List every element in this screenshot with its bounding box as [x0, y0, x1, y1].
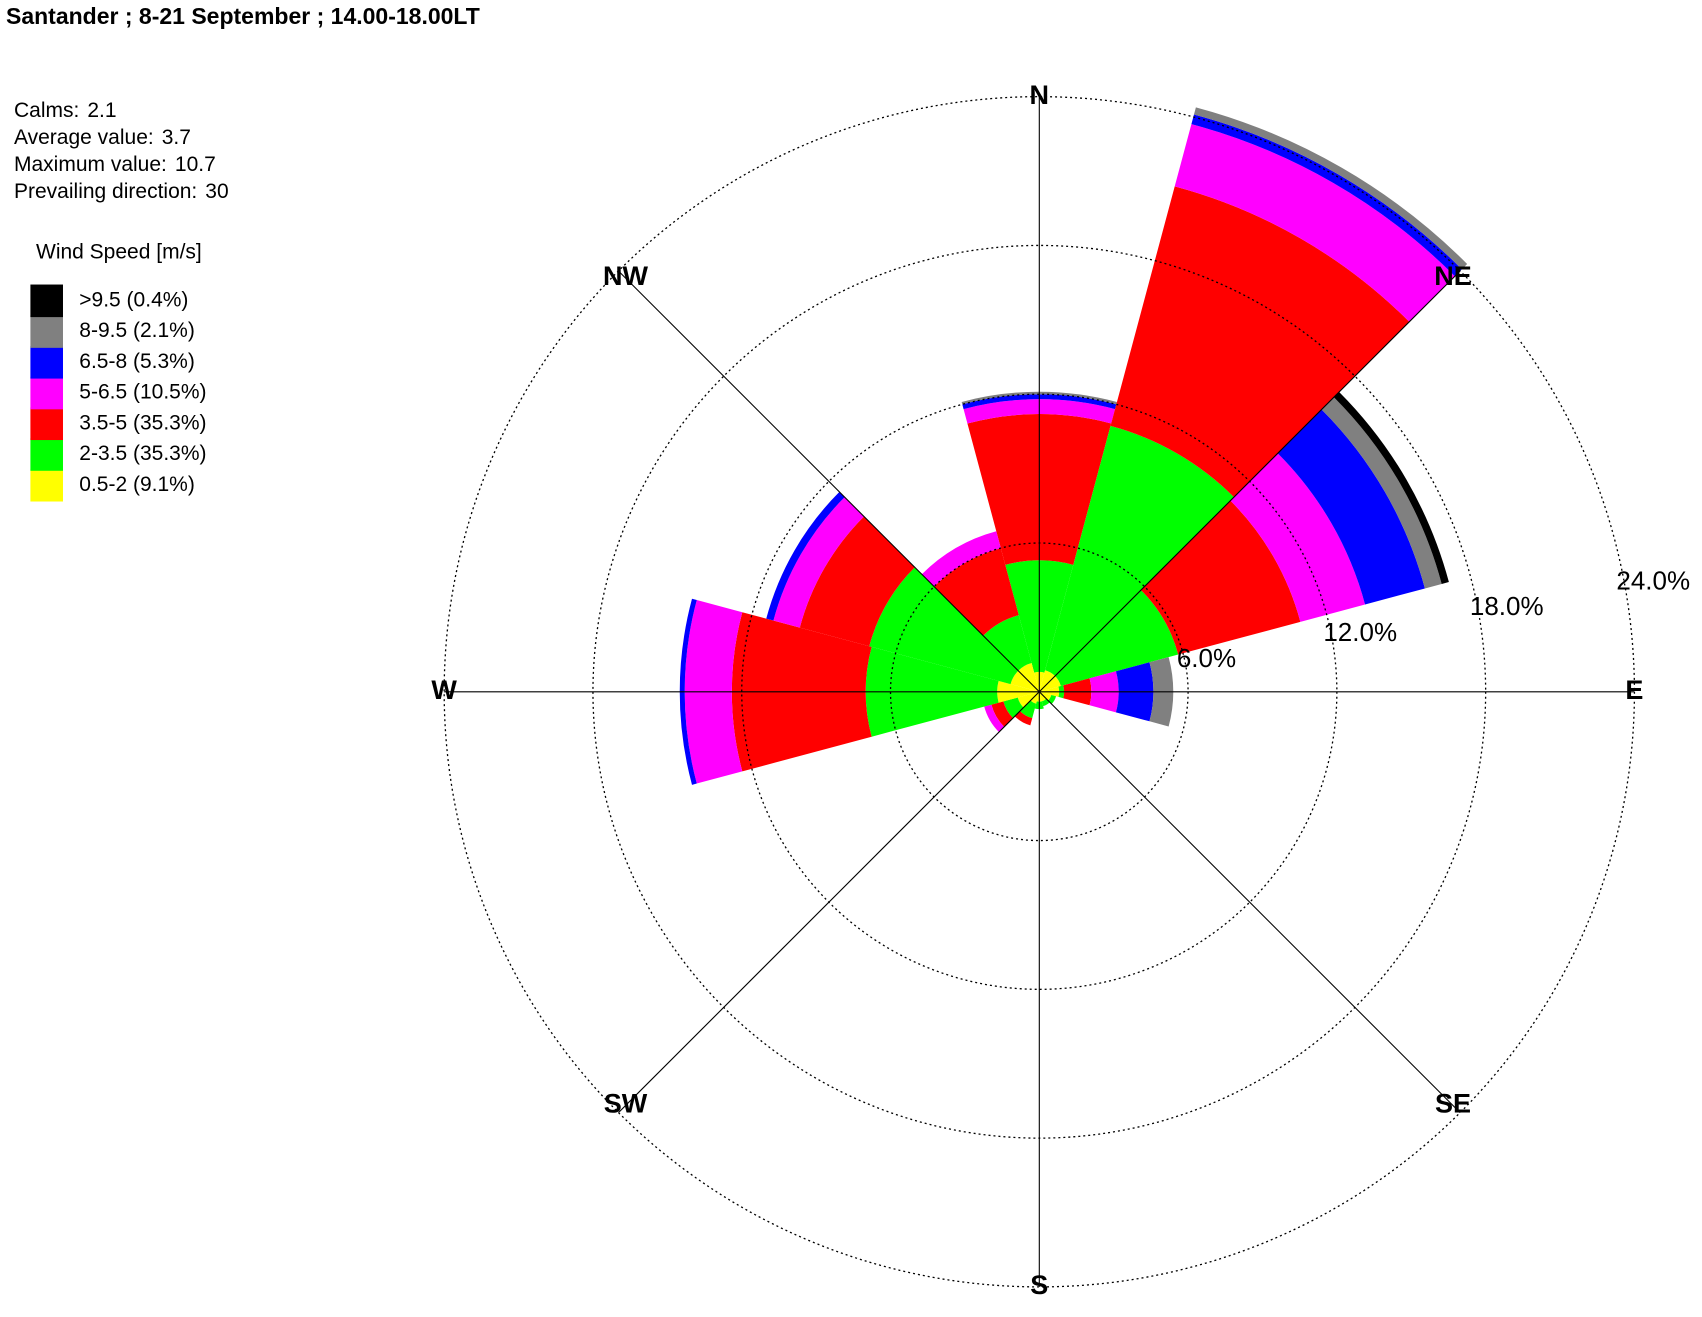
- stat-value: 30: [205, 180, 228, 203]
- spoke: [618, 691, 1040, 1113]
- rose-segment: [983, 615, 1032, 671]
- compass-label: W: [431, 675, 457, 705]
- legend-swatch: [30, 468, 63, 502]
- rose-segment: [962, 394, 1117, 410]
- legend-label: 6.5-8 (5.3%): [79, 350, 195, 373]
- rose-segment: [921, 531, 1001, 587]
- stat-value: 2.1: [87, 98, 116, 121]
- stat-line: Maximum value: 10.7: [14, 153, 216, 176]
- rose-segment: [1039, 676, 1061, 692]
- legend-swatch: [30, 315, 63, 348]
- stat-label: Maximum value:: [14, 153, 167, 176]
- rose-segment: [773, 497, 864, 628]
- stat-value: 3.7: [162, 125, 191, 148]
- r-tick-label: 18.0%: [1470, 591, 1544, 621]
- rose-segment: [799, 516, 915, 647]
- legend-label: 5-6.5 (10.5%): [79, 381, 206, 404]
- compass-label: S: [1030, 1270, 1048, 1300]
- r-tick-label: 24.0%: [1616, 565, 1690, 595]
- rose-segment: [1191, 114, 1462, 277]
- legend-label: >9.5 (0.4%): [79, 288, 188, 311]
- legend-title: Wind Speed [m/s]: [36, 241, 202, 264]
- legend-swatch: [30, 284, 63, 318]
- compass-label: SE: [1435, 1089, 1471, 1119]
- rose-segment: [934, 548, 1019, 636]
- rose-segment: [991, 701, 1014, 727]
- rose-segment: [1174, 124, 1455, 322]
- rose-segment: [1110, 186, 1410, 498]
- stat-value: 10.7: [175, 153, 216, 176]
- rose-segment: [1321, 397, 1442, 589]
- rose-segment: [1003, 697, 1024, 719]
- legend-swatch: [30, 376, 63, 410]
- compass-label: SW: [604, 1089, 648, 1119]
- chart-title: Santander ; 8-21 September ; 14.00-18.00…: [6, 3, 480, 29]
- legend-label: 8-9.5 (2.1%): [79, 319, 195, 342]
- legend-label: 2-3.5 (35.3%): [79, 442, 206, 465]
- rose-segment: [1039, 691, 1052, 701]
- rose-segment: [1333, 391, 1449, 584]
- rose-segment: [869, 567, 1019, 685]
- legend-swatch: [30, 438, 63, 471]
- rose-segment: [1010, 670, 1040, 692]
- legend-label: 0.5-2 (9.1%): [79, 473, 195, 496]
- rose-segment: [679, 598, 697, 785]
- compass-label: NE: [1434, 261, 1472, 291]
- rose-segment: [1045, 425, 1234, 677]
- spoke: [1038, 270, 1461, 693]
- rose-segment: [1017, 691, 1040, 708]
- spoke: [1038, 691, 1461, 1113]
- rose-segment: [984, 704, 1005, 733]
- stat-line: Calms: 2.1: [14, 98, 117, 121]
- rose-segment: [1277, 409, 1425, 605]
- compass-label: E: [1625, 675, 1643, 705]
- rose-segment: [1055, 590, 1179, 687]
- rose-segment: [1039, 670, 1056, 692]
- legend-swatch: [30, 345, 63, 379]
- r-tick-label: 12.0%: [1323, 617, 1397, 647]
- rose-segment: [766, 491, 845, 621]
- compass-label: N: [1030, 80, 1050, 110]
- stat-label: Calms:: [14, 98, 79, 121]
- r-tick-label: 6.0%: [1177, 643, 1236, 673]
- legend-swatch: [30, 407, 63, 441]
- stat-line: Prevailing direction: 30: [14, 180, 229, 203]
- stat-label: Average value:: [14, 125, 154, 148]
- rose-segment: [1020, 700, 1037, 719]
- compass-label: NW: [603, 261, 648, 291]
- stat-label: Prevailing direction:: [14, 180, 197, 203]
- rose-segment: [1018, 663, 1040, 692]
- spoke: [618, 270, 1040, 693]
- stat-line: Average value: 3.7: [14, 125, 191, 148]
- rose-segment: [961, 391, 1117, 405]
- rose-segment: [1014, 711, 1033, 726]
- legend-label: 3.5-5 (35.3%): [79, 411, 206, 434]
- rose-segment: [1230, 453, 1366, 622]
- rose-segment: [1140, 500, 1301, 655]
- rose-segment: [1030, 691, 1040, 704]
